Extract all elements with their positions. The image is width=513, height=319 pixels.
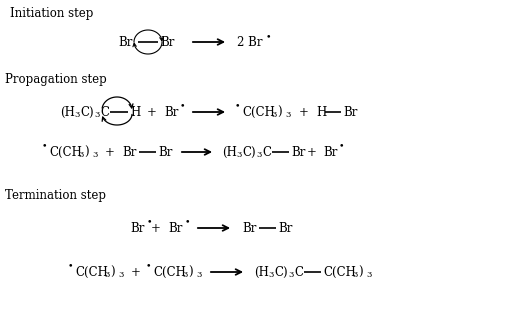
Text: Br: Br: [343, 106, 358, 118]
Text: C(CH: C(CH: [242, 106, 275, 118]
Text: 3: 3: [74, 111, 80, 119]
Text: ): ): [277, 106, 282, 118]
Text: ): ): [358, 265, 363, 278]
Text: Br: Br: [118, 35, 132, 48]
Text: 3: 3: [196, 271, 202, 279]
Text: Propagation step: Propagation step: [5, 73, 107, 86]
Text: •: •: [339, 142, 345, 151]
Text: 3: 3: [352, 271, 358, 279]
Text: Br: Br: [291, 145, 305, 159]
Text: 3: 3: [182, 271, 187, 279]
Text: C(CH: C(CH: [153, 265, 186, 278]
Text: 3: 3: [104, 271, 109, 279]
Text: 3: 3: [94, 111, 100, 119]
Text: •: •: [266, 33, 271, 41]
Text: ): ): [110, 265, 114, 278]
Text: •: •: [235, 101, 241, 110]
Text: •: •: [147, 218, 152, 226]
Text: •: •: [185, 218, 190, 226]
Text: +: +: [299, 106, 309, 118]
Text: C): C): [80, 106, 94, 118]
Text: Br: Br: [158, 145, 172, 159]
Text: (H: (H: [60, 106, 75, 118]
Text: +: +: [105, 145, 115, 159]
Text: Br: Br: [130, 221, 144, 234]
Text: 2 Br: 2 Br: [237, 35, 263, 48]
Text: C: C: [294, 265, 303, 278]
Text: 3: 3: [288, 271, 293, 279]
Text: C: C: [100, 106, 109, 118]
Text: Br: Br: [164, 106, 179, 118]
Text: Br: Br: [242, 221, 256, 234]
Text: H: H: [130, 106, 140, 118]
Text: C): C): [274, 265, 288, 278]
Text: •: •: [42, 142, 48, 151]
Text: C(CH: C(CH: [75, 265, 108, 278]
Text: Br: Br: [122, 145, 136, 159]
Text: ): ): [84, 145, 89, 159]
Text: C): C): [242, 145, 255, 159]
Text: H: H: [316, 106, 326, 118]
Text: 3: 3: [118, 271, 123, 279]
Text: 3: 3: [366, 271, 371, 279]
Text: 3: 3: [92, 151, 97, 159]
Text: ): ): [188, 265, 192, 278]
Text: (H: (H: [254, 265, 269, 278]
Text: 3: 3: [271, 111, 277, 119]
Text: Br: Br: [160, 35, 174, 48]
Text: 3: 3: [268, 271, 273, 279]
Text: Termination step: Termination step: [5, 189, 106, 203]
Text: Br: Br: [323, 145, 338, 159]
Text: •: •: [146, 262, 151, 271]
Text: C: C: [262, 145, 271, 159]
Text: 3: 3: [78, 151, 84, 159]
Text: Initiation step: Initiation step: [10, 6, 93, 19]
Text: •: •: [180, 101, 186, 110]
Text: •: •: [68, 262, 73, 271]
Text: (H: (H: [222, 145, 237, 159]
Text: 3: 3: [285, 111, 290, 119]
Text: +: +: [307, 145, 317, 159]
Text: 3: 3: [256, 151, 262, 159]
Text: +: +: [131, 265, 141, 278]
Text: C(CH: C(CH: [49, 145, 82, 159]
Text: Br: Br: [278, 221, 292, 234]
Text: C(CH: C(CH: [323, 265, 356, 278]
Text: 3: 3: [236, 151, 242, 159]
Text: +: +: [147, 106, 157, 118]
Text: +: +: [151, 221, 161, 234]
Text: Br: Br: [168, 221, 183, 234]
